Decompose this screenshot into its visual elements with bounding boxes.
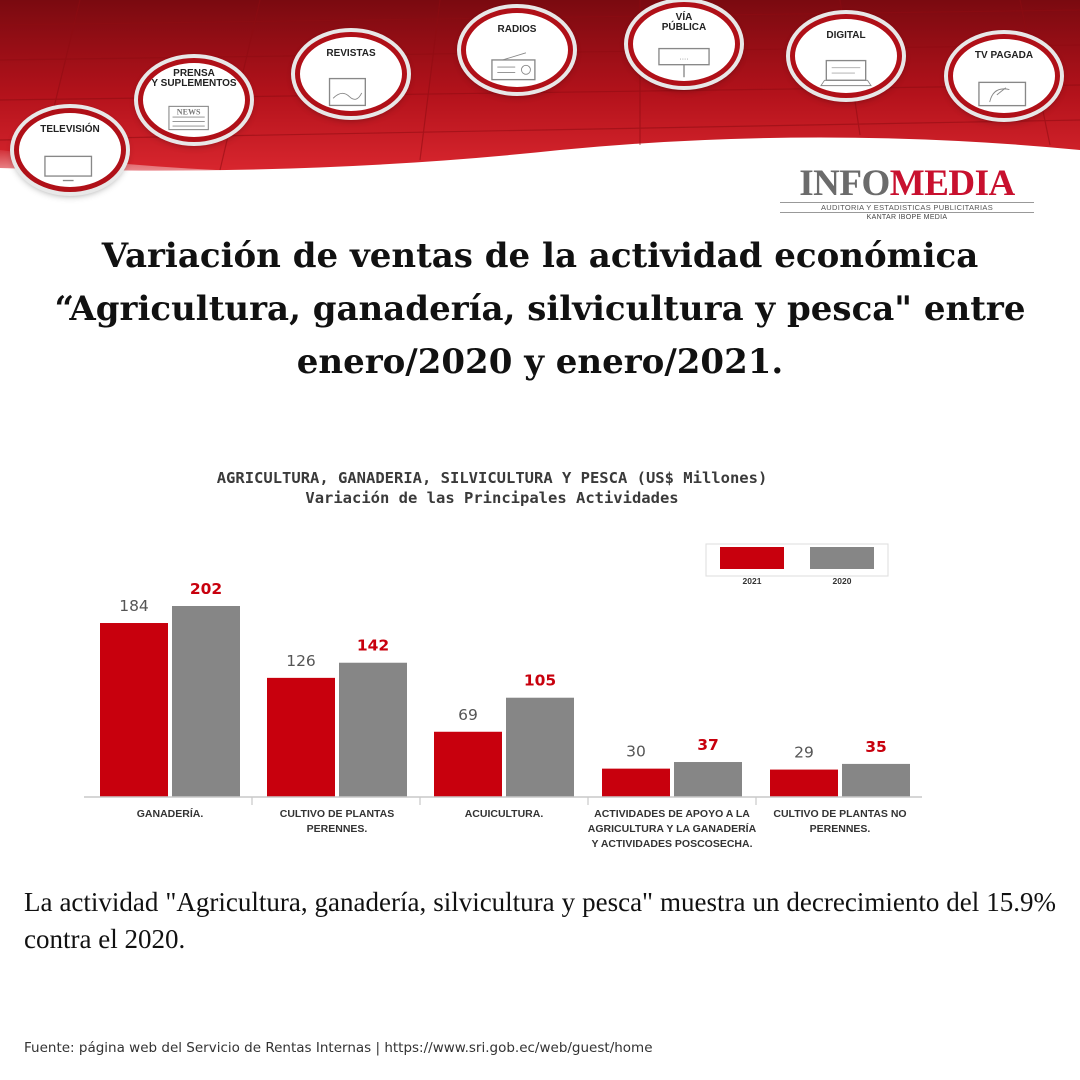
badge-label-television: TELEVISIÓN bbox=[40, 124, 100, 135]
logo-subtitle: AUDITORIA Y ESTADISTICAS PUBLICITARIAS bbox=[780, 202, 1034, 213]
bar-2020-0 bbox=[172, 606, 240, 797]
bar-2020-1 bbox=[339, 662, 407, 797]
title-line-3: enero/2020 y enero/2021. bbox=[296, 342, 784, 382]
svg-text:....: .... bbox=[679, 52, 688, 61]
satellite-dish-icon bbox=[978, 81, 1027, 107]
billboard-icon: .... bbox=[658, 47, 710, 78]
title-line-1: Variación de ventas de la actividad econ… bbox=[101, 236, 979, 276]
category-label-3: ACTIVIDADES DE APOYO A LA AGRICULTURA Y L… bbox=[588, 808, 757, 850]
source-text: Fuente: página web del Servicio de Renta… bbox=[24, 1040, 653, 1056]
data-label-2020-3: 37 bbox=[697, 736, 719, 754]
legend-swatch-2021 bbox=[720, 547, 784, 569]
bar-2020-2 bbox=[506, 697, 574, 797]
data-label-2020-1: 142 bbox=[357, 637, 389, 655]
data-label-2021-3: 30 bbox=[626, 743, 646, 761]
badge-label-revistas: REVISTAS bbox=[326, 48, 376, 59]
laptop-icon bbox=[820, 59, 872, 87]
data-label-2020-2: 105 bbox=[524, 672, 556, 690]
newspaper-icon: NEWS bbox=[168, 105, 209, 131]
title-line-2: “Agricultura, ganadería, silvicultura y … bbox=[54, 289, 1026, 329]
bar-2021-3 bbox=[602, 768, 670, 797]
bar-chart: AGRICULTURA, GANADERIA, SILVICULTURA Y P… bbox=[84, 469, 922, 850]
badge-label-digital: DIGITAL bbox=[826, 30, 866, 41]
badge-via-publica: VÍA PÚBLICA.... bbox=[628, 2, 740, 86]
description-text: La actividad "Agricultura, ganadería, si… bbox=[24, 887, 1056, 954]
legend-label-2020: 2020 bbox=[833, 576, 852, 586]
badge-tv-pagada: TV PAGADA bbox=[948, 34, 1060, 118]
bar-2020-4 bbox=[842, 763, 910, 797]
legend-label-2021: 2021 bbox=[743, 576, 762, 586]
badge-label-tv-pagada: TV PAGADA bbox=[974, 50, 1034, 61]
data-label-2021-4: 29 bbox=[794, 744, 814, 762]
tv-icon bbox=[44, 155, 93, 182]
badge-television: TELEVISIÓN bbox=[14, 108, 126, 192]
infomedia-logo: INFOMEDIA AUDITORIA Y ESTADISTICAS PUBLI… bbox=[780, 163, 1034, 221]
data-label-2020-0: 202 bbox=[190, 580, 222, 598]
category-label-0: GANADERÍA. bbox=[137, 807, 204, 820]
badge-label-via-publica: VÍA PÚBLICA bbox=[661, 12, 707, 33]
chart-bars: 184 126 69 30 29 202 142 105 37 35 bbox=[100, 580, 910, 797]
chart-subtitle: Variación de las Principales Actividades bbox=[305, 489, 678, 507]
data-label-2020-4: 35 bbox=[865, 738, 887, 756]
bar-2021-0 bbox=[100, 623, 168, 797]
logo-wordmark: INFOMEDIA bbox=[780, 163, 1034, 204]
bar-2021-4 bbox=[770, 769, 838, 797]
badge-label-radios: RADIOS bbox=[497, 24, 537, 35]
newspaper-news-text: NEWS bbox=[177, 107, 201, 116]
bar-2020-3 bbox=[674, 762, 742, 797]
category-label-1: CULTIVO DE PLANTAS PERENNES. bbox=[280, 808, 395, 835]
chart-categories: GANADERÍA. CULTIVO DE PLANTAS PERENNES. ACU… bbox=[137, 797, 907, 850]
data-label-2021-0: 184 bbox=[119, 597, 149, 615]
media-banner: TELEVISIÓN PRENSA Y SUPLEMENTOS NEWS REVIST… bbox=[0, 0, 1080, 200]
badge-revistas: REVISTAS bbox=[295, 32, 407, 116]
magazine-icon bbox=[328, 77, 366, 107]
badge-digital: DIGITAL bbox=[790, 14, 902, 98]
chart-title: AGRICULTURA, GANADERIA, SILVICULTURA Y P… bbox=[217, 469, 768, 487]
radio-icon bbox=[491, 52, 536, 81]
logo-part-media: MEDIA bbox=[889, 163, 1015, 204]
logo-subtitle-kantar: KANTAR IBOPE MEDIA bbox=[866, 214, 948, 221]
category-label-4: CULTIVO DE PLANTAS NO PERENNES. bbox=[773, 808, 906, 835]
page-title: Variación de ventas de la actividad econ… bbox=[30, 230, 1050, 389]
data-label-2021-1: 126 bbox=[286, 652, 316, 670]
legend-swatch-2020 bbox=[810, 547, 874, 569]
chart-legend: 2021 2020 bbox=[705, 543, 889, 586]
logo-part-info: INFO bbox=[799, 163, 890, 204]
data-label-2021-2: 69 bbox=[458, 706, 478, 724]
badge-radios: RADIOS bbox=[461, 8, 573, 92]
bar-2021-1 bbox=[267, 677, 335, 797]
badge-prensa: PRENSA Y SUPLEMENTOS NEWS bbox=[138, 58, 250, 142]
category-label-2: ACUICULTURA. bbox=[465, 808, 544, 820]
badge-label-prensa: PRENSA Y SUPLEMENTOS bbox=[151, 68, 237, 89]
bar-2021-2 bbox=[434, 731, 502, 797]
